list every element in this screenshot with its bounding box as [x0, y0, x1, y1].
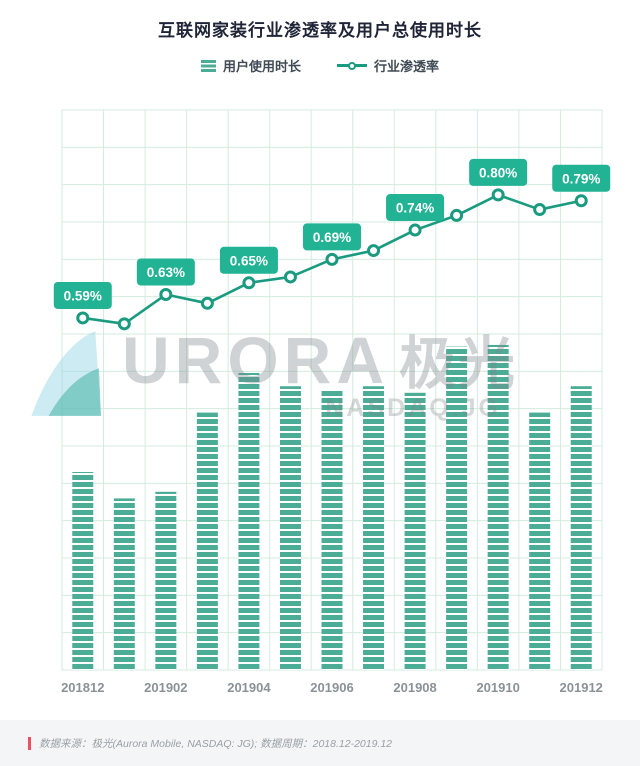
line-marker [117, 317, 131, 331]
x-tick-label: 201812 [61, 680, 104, 695]
x-tick-label: 201906 [310, 680, 353, 695]
value-callout [469, 158, 528, 186]
usage-time-bar [446, 346, 468, 670]
footer-accent-bar [28, 736, 31, 750]
usage-time-bar [570, 386, 592, 670]
value-callout-text: 0.80% [479, 165, 517, 180]
value-callout-text: 0.65% [230, 253, 268, 268]
value-callout [219, 246, 278, 274]
line-marker [367, 244, 381, 258]
line-marker [200, 296, 214, 310]
value-callout-text: 0.63% [147, 265, 185, 280]
legend-label-penetration-rate: 行业渗透率 [374, 59, 440, 74]
value-callout-text: 0.59% [64, 288, 102, 303]
line-marker [533, 203, 547, 217]
usage-time-bar [238, 373, 260, 670]
usage-time-bar [279, 386, 301, 670]
line-marker [76, 311, 90, 325]
line-series-swatch-icon [337, 60, 367, 72]
legend-item-usage-time: 用户使用时长 [200, 56, 301, 75]
combo-chart-svg: 0.59% 0.63% 0.65% 0.69% 0.74% 0.80% 0.79% 20181… [53, 109, 611, 695]
usage-time-bar [487, 344, 509, 670]
usage-time-bar [321, 389, 343, 670]
line-marker-dot-icon [348, 61, 356, 70]
line-marker [242, 276, 256, 290]
line-marker [491, 188, 505, 202]
line-marker [283, 270, 297, 284]
legend-label-usage-time: 用户使用时长 [222, 59, 301, 74]
x-tick-label: 201902 [144, 680, 187, 695]
usage-time-bar [363, 386, 385, 670]
value-callout-text: 0.69% [313, 230, 351, 245]
usage-time-bar [404, 392, 426, 670]
x-tick-label: 201908 [393, 680, 436, 695]
legend-item-penetration-rate: 行业渗透率 [337, 56, 439, 75]
value-callout [552, 164, 611, 192]
value-callout [53, 281, 112, 309]
data-source-note: 数据来源：极光(Aurora Mobile, NASDAQ: JG); 数据周期… [39, 737, 393, 750]
value-callout [303, 223, 361, 251]
value-callout-text: 0.79% [562, 171, 600, 186]
line-marker [159, 288, 173, 302]
footer: 数据来源：极光(Aurora Mobile, NASDAQ: JG); 数据周期… [0, 720, 640, 766]
x-tick-label: 201912 [560, 680, 603, 695]
page-title: 互联网家装行业渗透率及用户总使用时长 [158, 21, 482, 40]
line-marker [408, 223, 422, 237]
x-tick-label: 201904 [227, 680, 271, 695]
line-marker [574, 194, 588, 208]
line-marker [450, 208, 464, 222]
usage-time-bar [155, 491, 177, 670]
usage-time-bar [529, 412, 551, 670]
usage-time-bar [196, 412, 218, 670]
x-tick-label: 201910 [476, 680, 519, 695]
bar-series-swatch-icon [200, 59, 216, 72]
value-callout [386, 194, 445, 222]
usage-time-bar [113, 498, 135, 670]
chart-legend: 用户使用时长 行业渗透率 [0, 56, 640, 75]
value-callout-text: 0.74% [396, 201, 434, 216]
chart-area: 0.59% 0.63% 0.65% 0.69% 0.74% 0.80% 0.79% 20181… [0, 83, 640, 708]
line-marker [325, 252, 339, 266]
usage-time-bar [72, 472, 94, 670]
value-callout [136, 258, 195, 286]
